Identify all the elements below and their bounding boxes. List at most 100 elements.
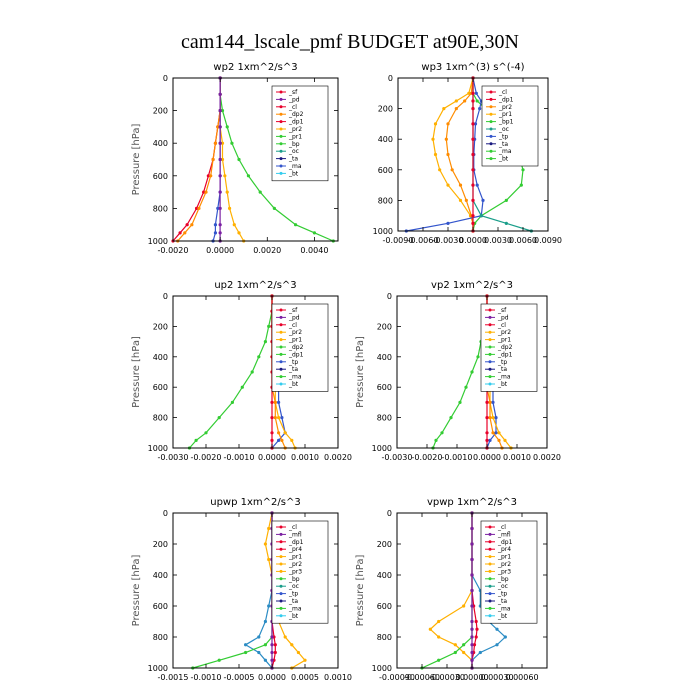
data-point [485,438,489,442]
y-tick-label: 1000 [373,227,393,236]
legend-marker [489,97,493,101]
data-point [213,223,218,227]
data-point [258,190,262,194]
data-point [485,400,489,404]
data-point [472,643,477,647]
data-point [464,198,468,202]
legend-marker [488,367,492,371]
legend-label: _sf [288,307,298,314]
data-point [474,91,478,95]
data-point [458,183,463,187]
data-point [216,206,220,210]
data-point [497,438,501,442]
legend-label: _dp1 [497,351,513,358]
data-point [471,198,475,202]
data-point [220,109,225,113]
legend-marker [279,375,283,379]
series-gold [428,511,474,670]
x-tick-label: 0.0005 [291,673,319,682]
data-point [250,370,254,374]
legend-marker [489,120,493,124]
data-point [494,431,498,435]
chart-panel-2: wp3 1xm^(3) s^(-4)02004006008001000-0.00… [373,62,562,245]
legend-marker [279,606,283,610]
data-point [283,431,287,435]
series-green [218,76,335,243]
data-point [470,627,474,631]
data-point [213,231,218,235]
y-tick-label: 600 [153,383,168,392]
data-point [218,190,222,194]
legend-label: _dp1 [288,119,304,126]
data-point [471,152,475,157]
legend-marker [279,105,283,109]
legend-label: _ta [288,156,298,163]
legend-label: _mfl [497,531,511,538]
legend-marker [279,164,283,168]
legend-label: _oc [498,126,509,133]
legend: _sf_pd_cl_dp2_dp1_pr2_pr1_bp_oc_ta_ma_bt [271,85,329,182]
data-point [471,221,475,225]
legend-label: _pr1 [288,337,302,344]
series-orange [176,76,222,243]
series-line [192,513,273,669]
data-point [223,174,227,178]
data-point [273,650,277,655]
data-point [440,431,444,435]
x-tick-label: -0.0030 [158,453,189,462]
series-steel [244,511,274,670]
legend-marker [279,562,283,566]
data-point [270,650,274,655]
data-point [283,635,287,639]
chart-panel-5: upwp 1xm^2/s^3 Pressure [hPa] 0 200 400 600 80… [131,497,352,682]
legend-label: _cl [288,524,297,531]
data-point [494,416,498,420]
data-point [497,431,501,435]
panel-title: wp3 1xm^(3) s^(-4) [421,62,524,73]
data-point [471,107,475,111]
legend-label: _dp1 [288,351,304,358]
data-point [277,400,281,404]
legend-marker [279,360,283,364]
y-tick-label: 1000 [148,664,168,673]
data-point [204,190,208,194]
legend-label: _bt [288,170,299,177]
data-point [503,635,507,639]
series-green [420,511,474,670]
legend-label: _tp [498,133,508,140]
legend-label: _bt [497,613,508,620]
legend-marker [279,547,283,551]
x-tick-label: -0.00090 [379,673,415,682]
data-point [491,431,495,435]
plot-frame [172,512,339,669]
chart-panel-6: vpwp 1xm^2/s^3 Pressure [hPa] 0 200 400 600 80… [355,497,548,682]
y-tick-label: 400 [153,571,168,580]
y-tick-label: 400 [153,353,168,362]
legend-label: _ta [498,141,508,148]
data-point [218,141,222,145]
data-point [433,122,438,126]
data-point [521,168,525,172]
y-tick-label: 0 [387,292,392,301]
data-point [230,400,234,404]
legend-marker [488,360,492,364]
x-tick-label: 0.00000 [455,673,488,682]
legend-label: _ma [288,374,302,381]
data-point [475,99,479,103]
data-point [183,231,187,235]
data-point [220,141,225,145]
chart-panel-1: wp2 1xm^2/s^3 Pressure [hPa] 0 200 400 600 800… [131,62,339,255]
data-point [470,526,474,531]
x-tick-label: -0.0030 [433,236,464,245]
data-point [217,416,221,420]
data-point [437,619,441,624]
legend-label: _pd [497,314,509,321]
legend-label: _pr2 [288,329,302,336]
x-tick-label: 0.0040 [300,246,328,255]
data-point [504,221,508,225]
legend-marker [488,315,492,319]
legend-marker [279,599,283,603]
legend-marker [279,127,283,131]
x-tick-label: 0.0000 [473,453,501,462]
data-point [476,355,480,359]
